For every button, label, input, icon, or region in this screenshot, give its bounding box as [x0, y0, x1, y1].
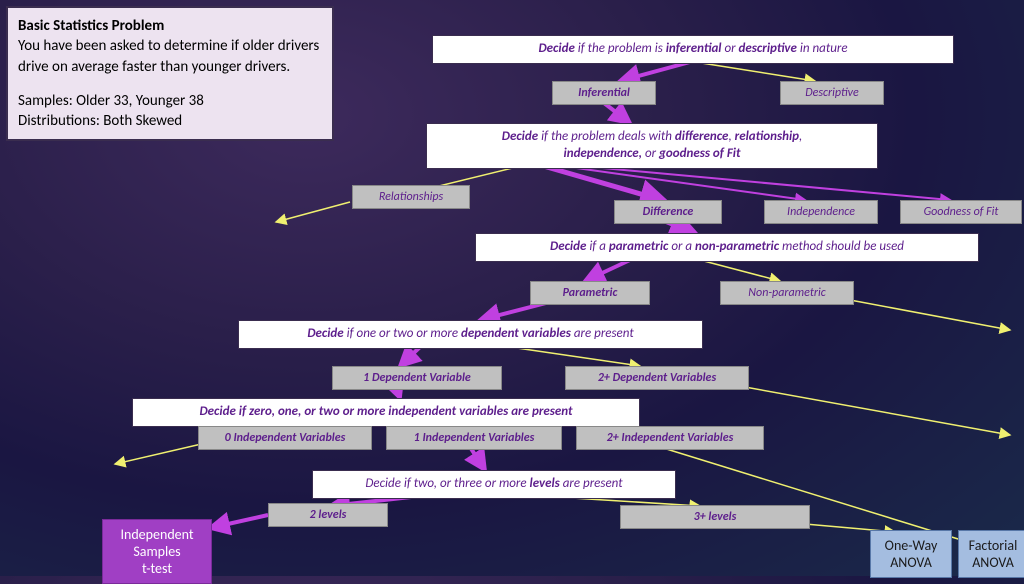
arrow-14: [510, 347, 640, 366]
info-line3: Distributions: Both Skewed: [18, 111, 322, 131]
info-title: Basic Statistics Problem: [18, 16, 322, 36]
result-r_ttest: IndependentSamplest-test: [102, 519, 212, 584]
arrow-7: [276, 202, 350, 222]
branch-label-l_relationships: Relationships: [352, 185, 470, 209]
branch-label-l_2dep: 2+ Dependent Variables: [565, 366, 749, 390]
branch-label-l_descriptive: Descriptive: [780, 81, 884, 105]
branch-label-l_independence: Independence: [764, 200, 878, 224]
branch-label-l_parametric: Parametric: [530, 281, 650, 305]
branch-label-l_goodness: Goodness of Fit: [900, 200, 1022, 224]
arrow-15: [745, 387, 1010, 435]
arrow-6: [570, 165, 950, 200]
problem-info-box: Basic Statistics Problem You have been a…: [6, 6, 334, 141]
info-line1: You have been asked to determine if olde…: [18, 36, 322, 77]
branch-label-l_nonparametric: Non-parametric: [720, 281, 854, 305]
branch-label-l_difference: Difference: [614, 200, 722, 224]
decision-node-n4: Decide if one or two or more dependent v…: [238, 320, 703, 349]
arrow-9: [585, 260, 630, 281]
arrow-13: [400, 347, 420, 366]
branch-label-l_inferential: Inferential: [552, 81, 656, 105]
branch-label-l_1ind: 1 Independent Variables: [386, 426, 562, 450]
arrow-2: [604, 103, 630, 123]
arrow-0: [620, 62, 690, 81]
decision-node-n6: Decide if two, or three or more levels a…: [312, 470, 676, 499]
branch-label-l_3lvl: 3+ levels: [620, 505, 810, 529]
branch-label-l_2ind: 2+ Independent Variables: [576, 426, 764, 450]
branch-label-l_0ind: 0 Independent Variables: [198, 426, 372, 450]
result-r_oneway: One-WayANOVA: [870, 530, 952, 578]
arrow-19: [470, 447, 485, 470]
arrow-4: [540, 165, 665, 201]
info-line2: Samples: Older 33, Younger 38: [18, 91, 322, 111]
decision-node-n1: Decide if the problem is inferential or …: [432, 35, 954, 64]
arrow-11: [850, 300, 1010, 330]
result-r_factorial: FactorialANOVA: [958, 530, 1024, 578]
arrow-10: [700, 260, 780, 281]
arrow-22: [210, 515, 268, 528]
branch-label-l_2lvl: 2 levels: [268, 503, 388, 527]
arrow-1: [695, 62, 815, 81]
decision-node-n3: Decide if a parametric or a non-parametr…: [475, 233, 979, 262]
arrow-18: [115, 442, 210, 464]
decision-node-n5: Decide if zero, one, or two or more inde…: [132, 398, 640, 427]
decision-node-n2: Decide if the problem deals with differe…: [426, 123, 878, 169]
arrow-5: [555, 165, 805, 200]
branch-label-l_1dep: 1 Dependent Variable: [332, 366, 502, 390]
